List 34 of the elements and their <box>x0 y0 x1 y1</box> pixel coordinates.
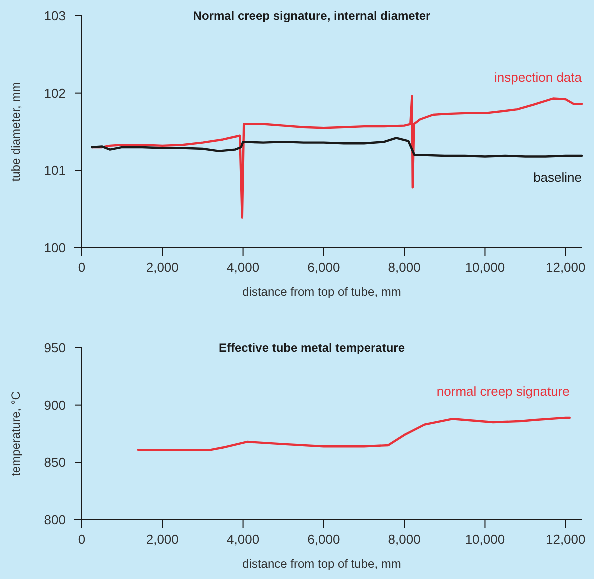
x-tick-label: 8,000 <box>388 532 421 547</box>
y-tick-label: 800 <box>44 512 66 528</box>
line-series <box>137 416 572 452</box>
x-tick-label: 2,000 <box>146 532 179 547</box>
x-tick-label: 10,000 <box>465 532 506 547</box>
x-tick-label: 0 <box>78 532 86 547</box>
x-axis-title: distance from top of tube, mm <box>242 557 402 571</box>
series-label: baseline <box>534 170 582 185</box>
y-tick-label: 101 <box>44 163 66 178</box>
series-label: normal creep signature <box>436 384 570 399</box>
x-tick-label: 10,000 <box>465 260 506 275</box>
y-tick-label: 950 <box>44 340 66 356</box>
x-tick-label: 6,000 <box>308 260 340 275</box>
x-tick-label: 12,000 <box>546 532 586 547</box>
x-tick-label: 6,000 <box>308 532 340 547</box>
x-tick-label: 4,000 <box>227 260 260 275</box>
y-tick-label: 103 <box>44 8 66 24</box>
x-tick-label: 8,000 <box>388 260 421 275</box>
y-tick-label: 100 <box>44 240 66 256</box>
y-tick-label: 850 <box>44 455 66 470</box>
y-tick-label: 900 <box>44 398 66 413</box>
x-tick-label: 4,000 <box>227 532 260 547</box>
y-axis-title: temperature, °C <box>9 391 23 476</box>
line-series <box>90 137 584 158</box>
chart-title: Normal creep signature, internal diameter <box>193 9 432 23</box>
x-axis-title: distance from top of tube, mm <box>242 285 402 299</box>
chart-title: Effective tube metal temperature <box>218 341 406 355</box>
y-axis-title: tube diameter, mm <box>9 82 23 182</box>
y-tick-label: 102 <box>44 86 66 101</box>
x-tick-label: 12,000 <box>546 260 586 275</box>
series-label: inspection data <box>494 70 583 86</box>
line-series <box>90 95 584 219</box>
x-tick-label: 0 <box>78 260 86 275</box>
x-tick-label: 2,000 <box>146 260 179 275</box>
